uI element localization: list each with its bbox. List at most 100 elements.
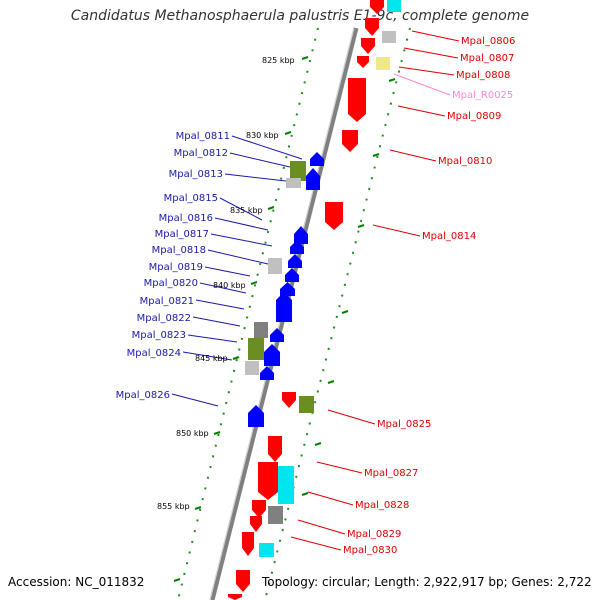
- map-title: Candidatus Methanosphaerula palustris E1…: [70, 8, 530, 24]
- leader-mpal-0820: [199, 282, 247, 294]
- outer-tick-1: [372, 153, 380, 157]
- scale-tick-825: [301, 56, 309, 60]
- scale-label-840: 840 kbp: [213, 281, 246, 290]
- gene-label-mpal-0809[interactable]: Mpal_0809: [447, 111, 501, 122]
- gene-mpal-0825-box: [299, 396, 314, 413]
- gene-mpal-0813-box: [286, 178, 301, 188]
- leader-mpal-0828: [307, 491, 354, 506]
- gene-mpal-0806-arrow: [370, 0, 384, 14]
- outer-tick-3: [341, 310, 349, 314]
- gene-mpal-0807-arrow: [361, 38, 375, 54]
- gene-label-mpal-0825[interactable]: Mpal_0825: [377, 419, 431, 430]
- outer-tick-0: [388, 78, 396, 82]
- gene-label-mpal-0817[interactable]: Mpal_0817: [155, 229, 209, 240]
- gene-mpal-0825-arrow: [282, 392, 296, 408]
- gene-mpal-0830-arrow: [242, 532, 254, 556]
- gene-label-mpal-0818[interactable]: Mpal_0818: [152, 245, 206, 256]
- gene-mpal-0828-box: [278, 466, 294, 504]
- leader-mpal-0813: [224, 173, 287, 182]
- gene-mpal-0824-arrow: [264, 344, 280, 366]
- leader-mpal-0823: [187, 334, 238, 343]
- gene-label-mpal-0814[interactable]: Mpal_0814: [422, 231, 476, 242]
- gene-mpal-0832-arrow: [228, 594, 242, 600]
- scale-label-835: 835 kbp: [230, 206, 263, 215]
- scale-tick-860: [173, 578, 181, 582]
- gene-label-mpal-0816[interactable]: Mpal_0816: [159, 213, 213, 224]
- gene-mpal-0821-arrow: [276, 292, 292, 322]
- scale-tick-830: [284, 131, 292, 135]
- gene-label-mpal-0819[interactable]: Mpal_0819: [149, 262, 203, 273]
- gene-label-mpal-0822[interactable]: Mpal_0822: [137, 313, 191, 324]
- gene-mpal-0808-arrow: [357, 56, 369, 68]
- outer-scale-left: [177, 27, 319, 600]
- gene-label-mpal-0808[interactable]: Mpal_0808: [456, 70, 510, 81]
- gene-mpal-0813-arrow: [306, 168, 320, 190]
- gene-mpal-0831-arrow: [236, 570, 250, 592]
- gene-label-mpal-0829[interactable]: Mpal_0829: [347, 529, 401, 540]
- gene-mpal-0812-box: [290, 161, 306, 181]
- scale-label-850: 850 kbp: [176, 429, 209, 438]
- gene-label-mpal-0820[interactable]: Mpal_0820: [144, 278, 198, 289]
- gene-mpal-0829-arrow: [250, 516, 262, 532]
- gene-mpal-0814-arrow: [325, 202, 343, 230]
- gene-label-mpal-0807[interactable]: Mpal_0807: [460, 53, 514, 64]
- gene-label-mpal-0823[interactable]: Mpal_0823: [132, 330, 186, 341]
- scale-tick-855: [194, 506, 202, 510]
- leader-mpal-0809: [397, 105, 446, 117]
- gene-label-mpal-0806[interactable]: Mpal_0806: [461, 36, 515, 47]
- gene-mpal-0807-box: [382, 31, 396, 43]
- leader-mpal-0807: [403, 47, 459, 59]
- leader-mpal-0821: [195, 299, 245, 310]
- scale-tick-840: [250, 281, 258, 285]
- accession-text: Accession: NC_011832: [8, 575, 145, 589]
- gene-mpal-0828b-arrow: [252, 500, 266, 518]
- gene-mpal-0817-arrow: [290, 240, 304, 254]
- gene-mpal-0806b-arrow: [365, 18, 379, 36]
- scale-label-825: 825 kbp: [262, 56, 295, 65]
- leader-mpal-0806: [411, 30, 460, 42]
- gene-label-mpal-0813[interactable]: Mpal_0813: [169, 169, 223, 180]
- gene-label-mpal-0812[interactable]: Mpal_0812: [174, 148, 228, 159]
- gene-mpal-0822-box: [254, 322, 268, 338]
- leader-mpal-0829: [297, 519, 346, 535]
- gene-mpal-0810-arrow: [342, 130, 358, 152]
- leader-mpal-0812: [229, 152, 291, 168]
- gene-label-mpal-0811[interactable]: Mpal_0811: [176, 131, 230, 142]
- gene-label-mpal-r0025[interactable]: Mpal_R0025: [452, 90, 513, 101]
- leader-mpal-0822: [192, 316, 241, 327]
- scale-tick-835: [267, 206, 275, 210]
- gene-label-mpal-0810[interactable]: Mpal_0810: [438, 156, 492, 167]
- gene-label-mpal-0830[interactable]: Mpal_0830: [343, 545, 397, 556]
- scale-label-845: 845 kbp: [195, 354, 228, 363]
- leader-mpal-0811: [231, 135, 303, 160]
- gene-mpal-0824b-arrow: [260, 366, 274, 380]
- gene-mpal-0829-box: [268, 506, 283, 524]
- gene-label-mpal-0824[interactable]: Mpal_0824: [127, 348, 181, 359]
- leader-mpal-0818: [207, 249, 269, 265]
- gene-mpal-0827-arrow: [258, 462, 278, 500]
- leader-mpal-0808: [398, 66, 455, 76]
- leader-mpal-0825: [327, 409, 376, 425]
- scale-label-855: 855 kbp: [157, 502, 190, 511]
- gene-mpal-0826-arrow: [248, 405, 264, 427]
- gene-label-mpal-0827[interactable]: Mpal_0827: [364, 468, 418, 479]
- gene-label-mpal-0815[interactable]: Mpal_0815: [164, 193, 218, 204]
- gene-mpal-0819-arrow: [285, 268, 299, 282]
- gene-mpal-0818-arrow: [288, 254, 302, 268]
- gene-label-mpal-0821[interactable]: Mpal_0821: [140, 296, 194, 307]
- gene-mpal-0823-arrow: [270, 328, 284, 342]
- gene-label-mpal-0828[interactable]: Mpal_0828: [355, 500, 409, 511]
- scale-tick-850: [213, 431, 221, 435]
- leader-mpal-0815: [219, 197, 263, 221]
- gene-mpal-0830-box: [259, 543, 274, 557]
- outer-tick-5: [314, 442, 322, 446]
- leader-mpal-0830: [290, 536, 342, 551]
- leader-mpal-0827: [316, 461, 363, 474]
- gene-mpal-0827a-arrow: [268, 436, 282, 462]
- gene-label-mpal-0826[interactable]: Mpal_0826: [116, 390, 170, 401]
- gene-mpal-0808-box: [376, 57, 390, 70]
- leader-mpal-0810: [389, 149, 437, 162]
- gene-mpal-0824-box: [245, 361, 259, 375]
- gene-mpal-0816-arrow: [294, 226, 308, 244]
